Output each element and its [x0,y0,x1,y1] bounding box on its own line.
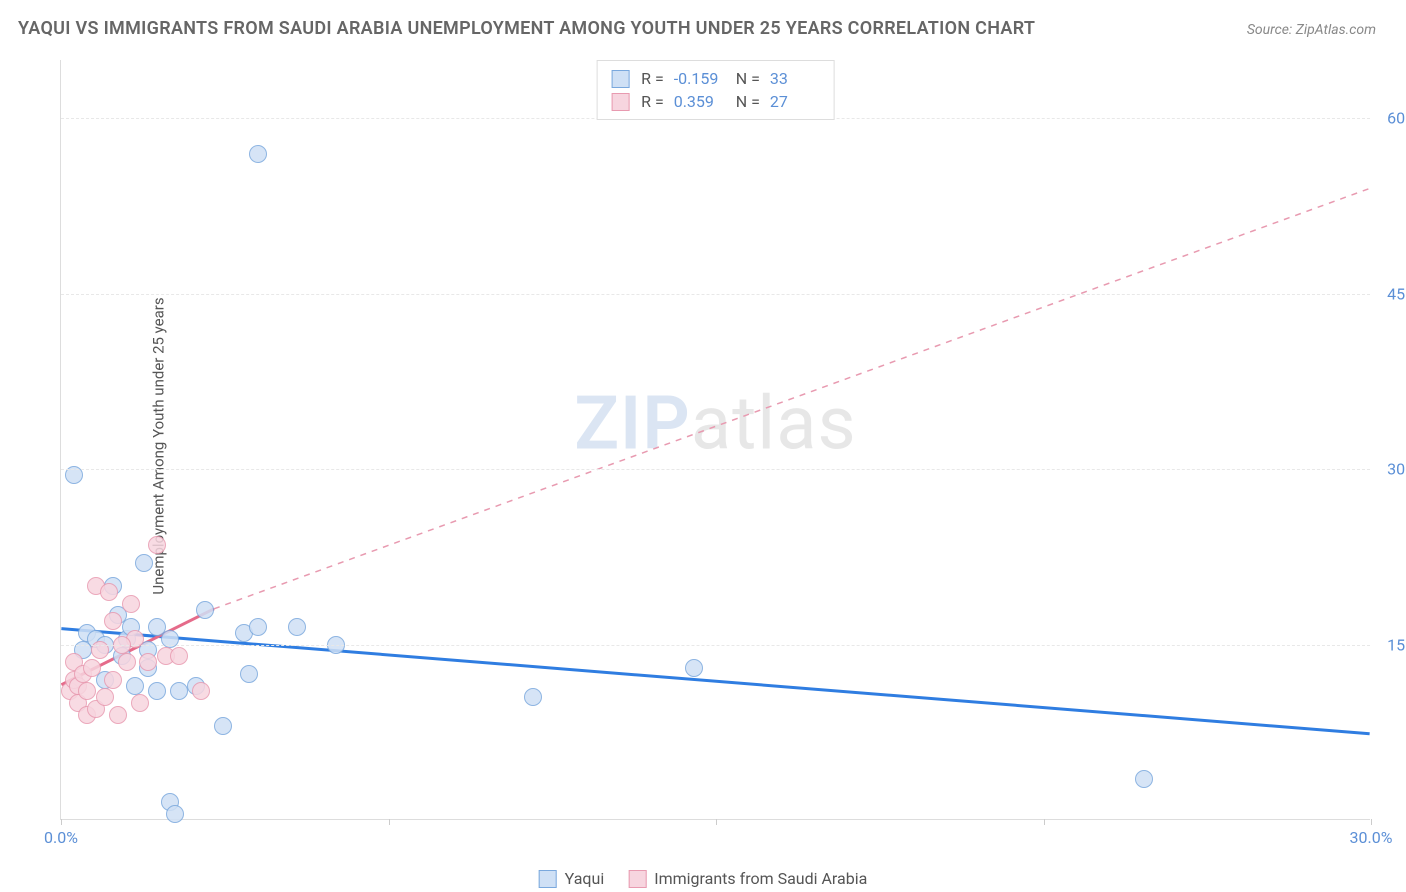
data-point [524,688,542,706]
r-value-yaqui: -0.159 [674,69,724,88]
gridline [61,294,1370,295]
legend-label-yaqui: Yaqui [565,869,605,888]
y-tick-label: 30.0% [1375,460,1406,479]
watermark-zip: ZIP [574,381,691,468]
y-tick-label: 60.0% [1375,109,1406,128]
legend-row-saudi: R = 0.359 N = 27 [611,90,820,113]
data-point [288,618,306,636]
correlation-legend: R = -0.159 N = 33 R = 0.359 N = 27 [596,60,835,120]
x-tick-label: 30.0% [1350,828,1393,847]
legend-item-saudi: Immigrants from Saudi Arabia [628,869,867,888]
r-value-saudi: 0.359 [674,92,724,111]
data-point [170,647,188,665]
legend-row-yaqui: R = -0.159 N = 33 [611,67,820,90]
data-point [170,682,188,700]
legend-swatch-yaqui-bottom [539,870,557,888]
data-point [249,618,267,636]
data-point [109,706,127,724]
data-point [240,665,258,683]
data-point [249,145,267,163]
data-point [104,612,122,630]
data-point [192,682,210,700]
data-point [148,536,166,554]
data-point [78,682,96,700]
legend-swatch-saudi [611,93,629,111]
data-point [118,653,136,671]
legend-label-saudi: Immigrants from Saudi Arabia [654,869,867,888]
gridline [61,645,1370,646]
data-point [214,717,232,735]
data-point [126,677,144,695]
gridline [61,469,1370,470]
data-point [122,595,140,613]
data-point [83,659,101,677]
y-tick-label: 45.0% [1375,284,1406,303]
chart-title: YAQUI VS IMMIGRANTS FROM SAUDI ARABIA UN… [18,18,1035,39]
x-tick-mark [1044,819,1045,825]
n-value-yaqui: 33 [770,69,820,88]
n-label: N = [736,92,760,111]
source-attribution: Source: ZipAtlas.com [1247,22,1376,38]
series-legend: Yaqui Immigrants from Saudi Arabia [539,869,868,888]
legend-swatch-yaqui [611,70,629,88]
legend-swatch-saudi-bottom [628,870,646,888]
x-tick-mark [389,819,390,825]
data-point [96,688,114,706]
plot-area: ZIPatlas R = -0.159 N = 33 R = 0.359 N =… [60,60,1370,820]
data-point [131,694,149,712]
x-tick-mark [716,819,717,825]
r-label: R = [641,69,664,88]
data-point [148,682,166,700]
data-point [196,601,214,619]
data-point [104,671,122,689]
y-tick-label: 15.0% [1375,635,1406,654]
watermark-atlas: atlas [691,381,857,468]
data-point [166,805,184,823]
data-point [100,583,118,601]
legend-item-yaqui: Yaqui [539,869,605,888]
trend-lines-svg [61,60,1370,819]
n-value-saudi: 27 [770,92,820,111]
data-point [1135,770,1153,788]
data-point [135,554,153,572]
n-label: N = [736,69,760,88]
x-tick-mark [61,819,62,825]
x-tick-label: 0.0% [44,828,78,847]
data-point [139,653,157,671]
data-point [685,659,703,677]
watermark: ZIPatlas [574,381,856,468]
r-label: R = [641,92,664,111]
x-tick-mark [1371,819,1372,825]
